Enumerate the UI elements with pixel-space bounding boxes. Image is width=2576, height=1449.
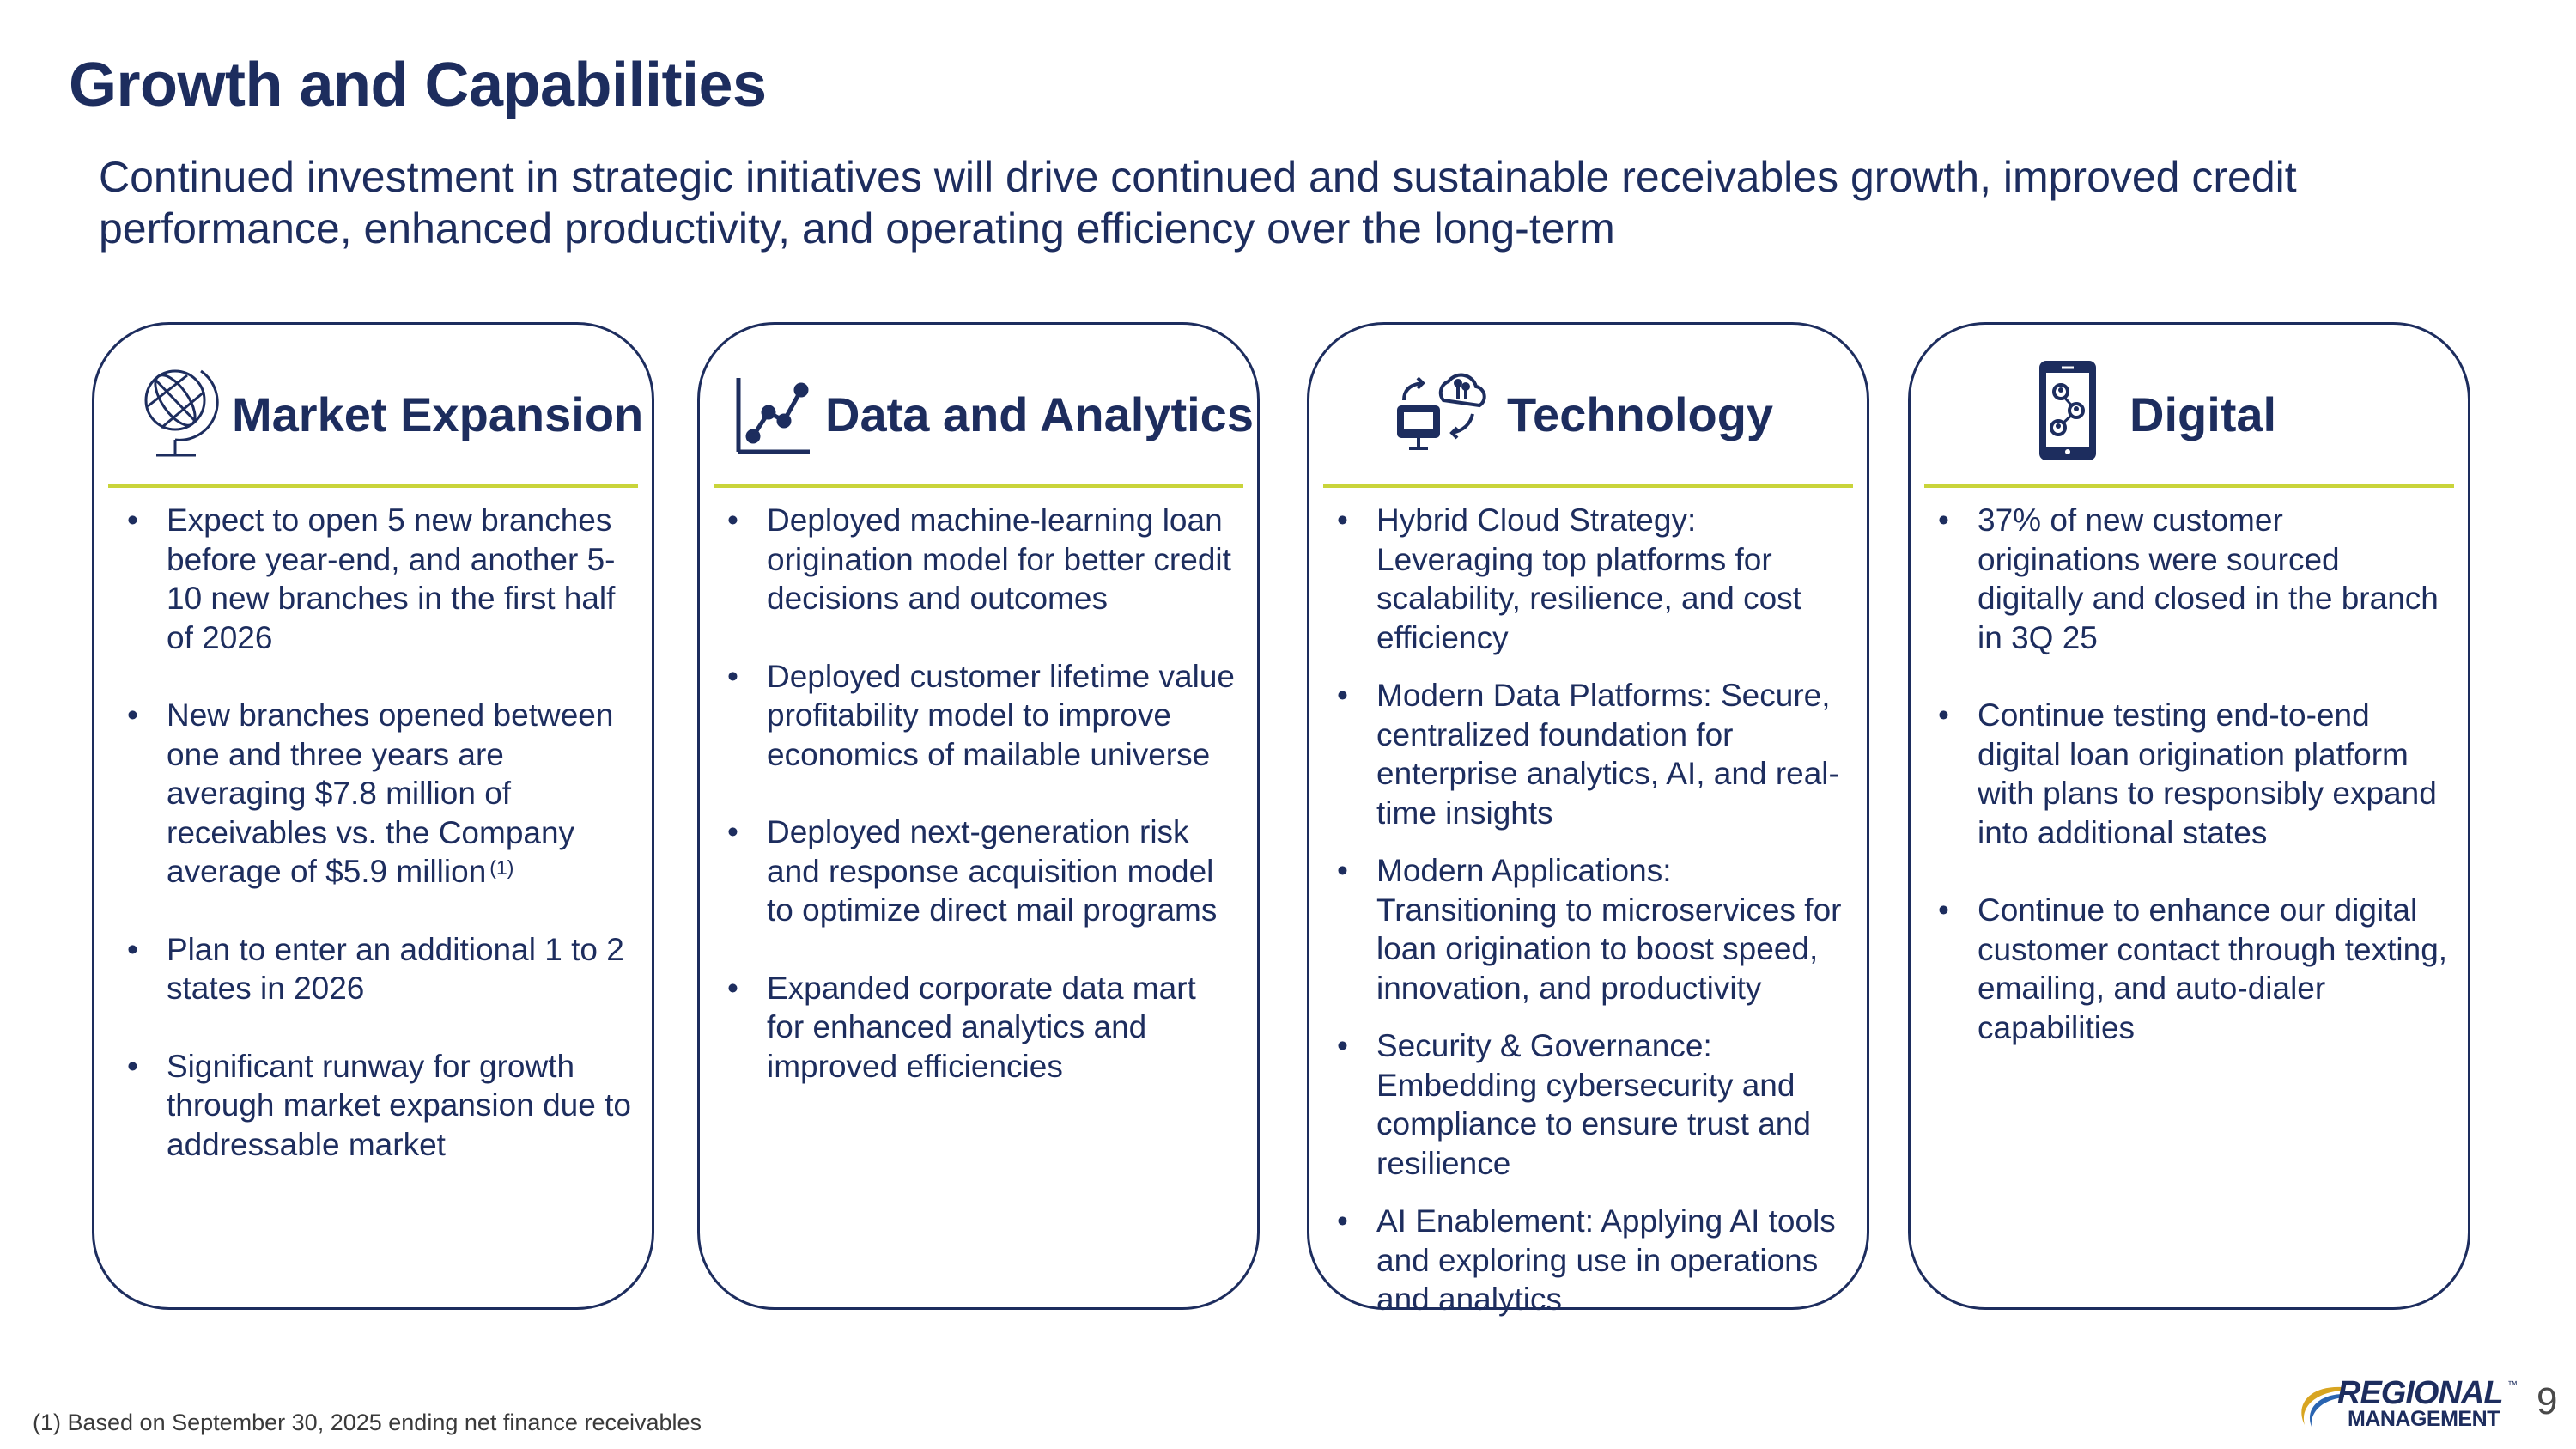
logo-wordmark-top: REGIONAL bbox=[2337, 1375, 2504, 1411]
list-item: Modern Applications: Transitioning to mi… bbox=[1330, 851, 1848, 1008]
list-item: Expanded corporate data mart for enhance… bbox=[720, 969, 1238, 1087]
card-digital: Digital 37% of new customer originations… bbox=[1908, 322, 2470, 1310]
bullet-list: Deployed machine-learning loan originati… bbox=[720, 501, 1238, 1086]
footnote-marker: (1) bbox=[489, 856, 514, 879]
card-header: Digital bbox=[1911, 325, 2468, 488]
list-item: Significant runway for growth through ma… bbox=[120, 1047, 633, 1165]
line-chart-icon bbox=[734, 359, 811, 462]
list-item: 37% of new customer originations were so… bbox=[1931, 501, 2449, 657]
list-item: Security & Governance: Embedding cyberse… bbox=[1330, 1026, 1848, 1183]
card-divider bbox=[108, 484, 638, 488]
card-title: Market Expansion bbox=[232, 387, 644, 441]
list-item: AI Enablement: Applying AI tools and exp… bbox=[1330, 1202, 1848, 1319]
list-item: Continue to enhance our digital customer… bbox=[1931, 891, 2449, 1047]
page-title: Growth and Capabilities bbox=[69, 51, 767, 119]
list-item: Hybrid Cloud Strategy: Leveraging top pl… bbox=[1330, 501, 1848, 657]
list-item: Deployed machine-learning loan originati… bbox=[720, 501, 1238, 618]
list-item: Plan to enter an additional 1 to 2 state… bbox=[120, 930, 633, 1008]
company-logo: REGIONAL ™ MANAGEMENT bbox=[2293, 1377, 2524, 1434]
card-divider bbox=[1924, 484, 2454, 488]
card-technology: Technology Hybrid Cloud Strategy: Levera… bbox=[1307, 322, 1869, 1317]
card-divider bbox=[714, 484, 1243, 488]
card-data-analytics: Data and Analytics Deployed machine-lear… bbox=[697, 322, 1260, 1310]
card-header: Technology bbox=[1309, 325, 1867, 488]
list-item: Continue testing end-to-end digital loan… bbox=[1931, 696, 2449, 852]
list-item: Modern Data Platforms: Secure, centraliz… bbox=[1330, 676, 1848, 832]
card-header: Market Expansion bbox=[94, 325, 652, 488]
logo-trademark: ™ bbox=[2507, 1379, 2518, 1391]
list-item: Deployed customer lifetime value profita… bbox=[720, 657, 1238, 775]
card-title: Digital bbox=[2129, 387, 2277, 441]
card-title: Technology bbox=[1507, 387, 1774, 441]
cloud-computer-icon bbox=[1394, 359, 1488, 462]
logo-swoosh-icon bbox=[2301, 1386, 2344, 1427]
bullet-list: Expect to open 5 new branches before yea… bbox=[120, 501, 633, 1164]
list-item: Expect to open 5 new branches before yea… bbox=[120, 501, 633, 657]
card-title: Data and Analytics bbox=[825, 387, 1254, 441]
bullet-list: Hybrid Cloud Strategy: Leveraging top pl… bbox=[1330, 501, 1848, 1319]
card-divider bbox=[1323, 484, 1853, 488]
page-number: 9 bbox=[2537, 1380, 2558, 1422]
smartphone-network-icon bbox=[2038, 359, 2098, 462]
footnote: (1) Based on September 30, 2025 ending n… bbox=[33, 1409, 702, 1435]
card-market-expansion: Market Expansion Expect to open 5 new br… bbox=[92, 322, 654, 1310]
logo-wordmark-bottom: MANAGEMENT bbox=[2348, 1407, 2500, 1431]
bullet-list: 37% of new customer originations were so… bbox=[1931, 501, 2449, 1047]
page-subtitle: Continued investment in strategic initia… bbox=[99, 153, 2297, 253]
globe-icon bbox=[136, 359, 222, 462]
list-item: Deployed next-generation risk and respon… bbox=[720, 813, 1238, 930]
card-header: Data and Analytics bbox=[700, 325, 1257, 488]
list-item: New branches opened between one and thre… bbox=[120, 696, 633, 892]
